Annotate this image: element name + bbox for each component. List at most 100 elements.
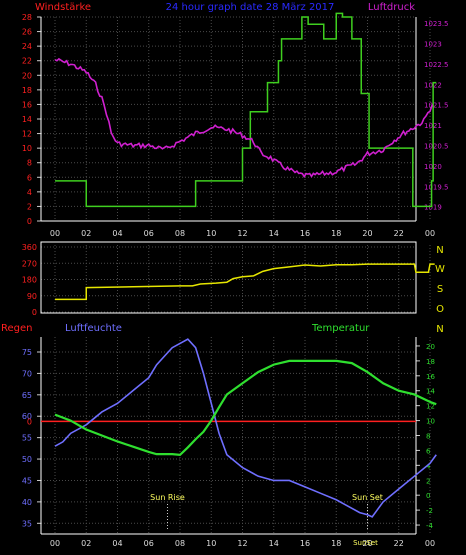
y-tick-label: 0	[27, 217, 32, 226]
series-lines	[54, 12, 437, 208]
grid	[41, 337, 431, 534]
chart-title: 24 hour graph date 28 März 2017	[166, 2, 335, 13]
wind-pressure-panel: 024681012141618202224262810191019.510201…	[22, 12, 449, 238]
x-tick-label: 00	[425, 539, 435, 548]
x-tick-label: 06	[144, 539, 154, 548]
y-tick-label: 4	[27, 188, 32, 197]
y-tick-label: 270	[22, 259, 37, 268]
x-tick-label: 04	[112, 539, 122, 548]
y-tick-label: 50	[22, 455, 32, 464]
y-tick-label: 0	[32, 308, 37, 317]
y-tick-label: 55	[22, 434, 32, 443]
x-tick-label: 10	[206, 539, 216, 548]
x-tick-label: 22	[394, 229, 404, 238]
direction-label: W	[435, 264, 445, 275]
y-tick-label: 24	[22, 42, 32, 51]
y-right-tick-label: -4	[426, 522, 434, 530]
wind-line	[55, 12, 437, 208]
axes	[40, 241, 417, 314]
y-tick-label: 12	[22, 130, 32, 139]
x-tick-label: 08	[175, 539, 185, 548]
y-tick-label: 60	[22, 412, 32, 421]
temperatur-label: Temperatur	[311, 323, 370, 334]
y-tick-label: 360	[22, 243, 37, 252]
luftfeuchte-label: Luftfeuchte	[65, 323, 122, 334]
panel-frame	[40, 241, 417, 314]
sunrise-label: Sun Rise	[150, 493, 185, 502]
y-right-tick-label: 1023.5	[424, 20, 449, 28]
y-tick-label: 22	[22, 57, 32, 66]
y-tick-label: 90	[27, 292, 37, 301]
y-tick-label: 18	[22, 86, 32, 95]
direction-label: N	[436, 324, 443, 335]
axes	[37, 16, 417, 222]
y-tick-label: 180	[22, 276, 37, 285]
x-tick-label: 12	[237, 539, 247, 548]
y-right-tick-label: 2	[426, 477, 430, 485]
y-right-tick-label: 18	[426, 358, 435, 366]
y-right-tick-label: 1019	[424, 204, 442, 212]
y-right-tick-label: 4	[426, 462, 431, 470]
direction-label: O	[436, 304, 444, 315]
x-tick-label: 20	[362, 539, 372, 548]
grid	[41, 16, 431, 222]
y-right-tick-label: 16	[426, 373, 435, 381]
x-tick-label: 10	[206, 229, 216, 238]
y-tick-label: 26	[22, 28, 32, 37]
humidity-temperature-panel: 354045505560657075-4-2024681012141618200…	[22, 337, 437, 548]
y-tick-label: 45	[22, 476, 32, 485]
x-tick-label: 18	[331, 539, 341, 548]
x-tick-label: 16	[300, 229, 310, 238]
y-tick-label: 28	[22, 13, 32, 22]
pressure-line	[54, 57, 434, 179]
x-tick-label: 00	[50, 539, 60, 548]
y-right-tick-label: 12	[426, 403, 435, 411]
x-tick-label: 08	[175, 229, 185, 238]
x-tick-label: 16	[300, 539, 310, 548]
tick-labels: 354045505560657075-4-2024681012141618200…	[22, 343, 436, 548]
y-right-tick-label: 10	[426, 418, 435, 426]
y-tick-label: 6	[27, 173, 32, 182]
direction-label: S	[437, 284, 443, 295]
x-tick-label: 00	[425, 229, 435, 238]
x-tick-label: 04	[112, 229, 122, 238]
x-tick-label: 06	[144, 229, 154, 238]
y-tick-label: 40	[22, 498, 32, 507]
y-right-tick-label: 14	[426, 388, 435, 396]
y-right-tick-label: 1020.5	[424, 143, 449, 151]
y-right-tick-label: 1023	[424, 41, 442, 49]
sunset-axis-label: SunSet	[353, 539, 378, 547]
y-tick-label: 2	[27, 202, 32, 211]
series-lines	[41, 338, 437, 518]
y-right-tick-label: 20	[426, 343, 435, 351]
x-tick-label: 14	[269, 539, 279, 548]
rain-zero-label: 0	[27, 417, 32, 426]
x-tick-label: 02	[81, 539, 91, 548]
regen-label: Regen	[1, 323, 33, 334]
sunset-label: Sun Set	[352, 493, 383, 502]
y-right-tick-label: 6	[426, 447, 431, 455]
y-tick-label: 35	[22, 519, 32, 528]
humidity-line	[54, 338, 437, 518]
series-lines	[55, 263, 435, 301]
x-tick-label: 18	[331, 229, 341, 238]
y-tick-label: 65	[22, 391, 32, 400]
y-right-tick-label: 0	[426, 492, 430, 500]
x-tick-label: 02	[81, 229, 91, 238]
x-tick-label: 20	[362, 229, 372, 238]
y-right-tick-label: 8	[426, 433, 430, 441]
y-tick-label: 20	[22, 71, 32, 80]
left-axis-label: Windstärke	[35, 2, 91, 13]
y-tick-label: 14	[22, 115, 32, 124]
annotations: Sun Rise Sun Set SunSet	[150, 493, 383, 547]
y-right-tick-label: 1021.5	[424, 102, 449, 110]
y-right-tick-label: 1022.5	[424, 61, 449, 69]
y-tick-label: 10	[22, 144, 32, 153]
right-axis-label: Luftdruck	[368, 2, 415, 13]
axes	[37, 337, 420, 535]
y-tick-label: 16	[22, 100, 32, 109]
temperature-line	[54, 359, 437, 457]
